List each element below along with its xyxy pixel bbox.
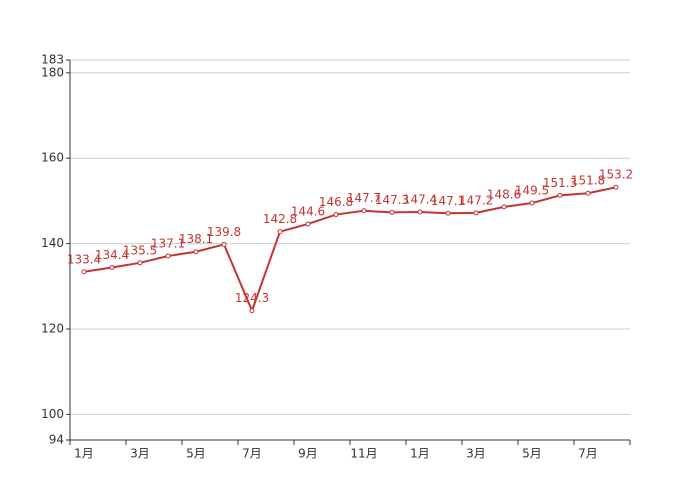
data-label: 147.2 [459, 193, 493, 207]
x-tick-label: 3月 [466, 447, 486, 461]
y-tick-label: 160 [41, 151, 64, 165]
x-tick-label: 7月 [242, 447, 262, 461]
point [249, 308, 255, 314]
point [333, 212, 339, 218]
line [83, 186, 617, 314]
point [193, 249, 199, 255]
data-label: 133.4 [67, 252, 101, 266]
data-label: 148.6 [487, 187, 521, 201]
point [585, 190, 591, 196]
point [165, 253, 171, 259]
y-tick-label: 183 [41, 53, 64, 67]
point [305, 221, 311, 227]
point [277, 229, 283, 235]
x-tick-label: 7月 [578, 447, 598, 461]
point [417, 209, 423, 215]
x-tick-label: 1月 [410, 447, 430, 461]
point [529, 200, 535, 206]
x-tick-label: 5月 [522, 447, 542, 461]
y-tick-label: 140 [41, 236, 64, 250]
data-label: 151.3 [543, 176, 577, 190]
data-label: 147.3 [375, 193, 409, 207]
data-label: 139.8 [207, 225, 241, 239]
x-tick-label: 9月 [298, 447, 318, 461]
data-label: 146.8 [319, 195, 353, 209]
data-label: 147.4 [403, 193, 437, 207]
point [137, 260, 143, 266]
x-tick-label: 5月 [186, 447, 206, 461]
data-label: 138.1 [179, 232, 213, 246]
data-label: 142.8 [263, 212, 297, 226]
point [445, 210, 451, 216]
y-tick-label: 120 [41, 321, 64, 335]
data-label: 137.1 [151, 236, 185, 250]
x-tick-label: 1月 [74, 447, 94, 461]
point [109, 265, 115, 271]
point [221, 241, 227, 247]
data-label: 151.8 [571, 174, 605, 188]
data-label: 147.1 [431, 194, 465, 208]
data-label: 144.6 [291, 204, 325, 218]
y-tick-label: 180 [41, 65, 64, 79]
data-label: 135.5 [123, 243, 157, 257]
data-label: 124.3 [235, 291, 269, 305]
y-tick-label: 94 [49, 433, 64, 447]
point [81, 269, 87, 275]
x-tick-label: 3月 [130, 447, 150, 461]
data-label: 153.2 [599, 168, 633, 182]
point [361, 208, 367, 214]
point [501, 204, 507, 210]
point [473, 210, 479, 216]
point [613, 184, 619, 190]
point [557, 192, 563, 198]
y-tick-label: 100 [41, 407, 64, 421]
data-label: 149.5 [515, 184, 549, 198]
data-label: 147.7 [347, 191, 381, 205]
point [389, 209, 395, 215]
x-tick-label: 11月 [350, 447, 377, 461]
data-label: 134.4 [95, 248, 129, 262]
